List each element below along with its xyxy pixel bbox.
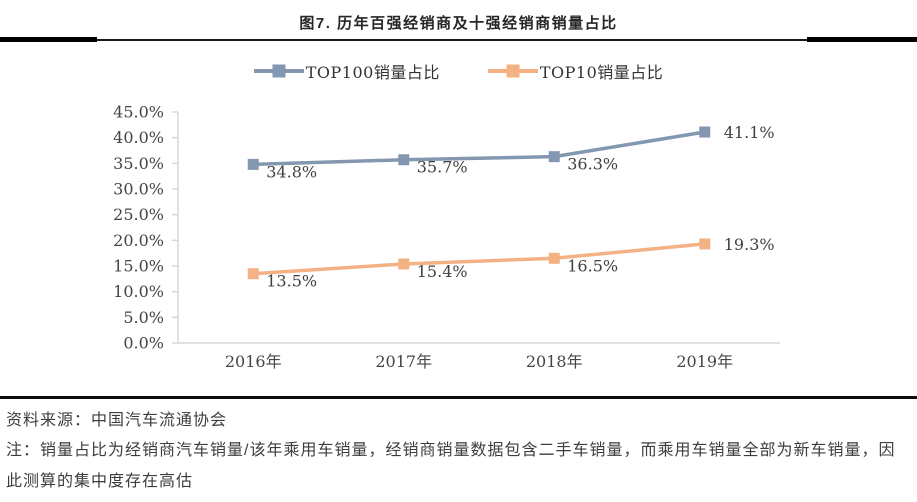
- data-point-marker: [398, 154, 410, 166]
- footer-divider: [0, 396, 917, 399]
- top10-line-marker-icon: [487, 64, 538, 78]
- header-divider: [0, 39, 917, 41]
- y-tick-label: 5.0%: [123, 308, 164, 327]
- data-point-marker: [247, 268, 259, 280]
- data-label: 15.4%: [417, 262, 468, 281]
- data-point-marker: [398, 258, 410, 270]
- data-label: 35.7%: [417, 158, 468, 177]
- y-tick-label: 35.0%: [113, 154, 164, 173]
- y-tick-label: 0.0%: [123, 334, 164, 353]
- legend-item-top100: TOP100销量占比: [253, 59, 440, 83]
- y-tick-label: 20.0%: [113, 231, 164, 250]
- legend-item-top10: TOP10销量占比: [487, 59, 664, 83]
- header-divider-left-cap: [0, 37, 97, 42]
- data-label: 13.5%: [266, 272, 317, 291]
- data-label: 41.1%: [724, 123, 775, 142]
- data-point-marker: [699, 238, 711, 250]
- y-tick-label: 40.0%: [113, 128, 164, 147]
- data-point-marker: [247, 158, 259, 170]
- data-label: 19.3%: [724, 235, 775, 254]
- y-tick-label: 25.0%: [113, 205, 164, 224]
- series-line-0: [251, 130, 707, 167]
- x-tick-label: 2017年: [375, 352, 432, 371]
- plot-area: 0.0% 5.0% 10.0% 15.0% 20.0% 25.0% 30.0% 35.0% 40…: [113, 103, 780, 371]
- x-tick-label: 2018年: [526, 352, 583, 371]
- top10-square-icon: [506, 64, 520, 78]
- legend-label-top100: TOP100销量占比: [305, 63, 440, 82]
- y-tick-label: 15.0%: [113, 257, 164, 276]
- legend-label-top10: TOP10销量占比: [539, 63, 664, 82]
- top100-square-icon: [272, 64, 286, 78]
- x-tick-label: 2019年: [676, 352, 733, 371]
- y-tick-label: 45.0%: [113, 103, 164, 122]
- data-label: 34.8%: [266, 162, 317, 181]
- top100-line-marker-icon: [253, 64, 304, 78]
- data-point-marker: [699, 126, 711, 138]
- header-divider-right-cap: [807, 37, 917, 42]
- data-point-marker: [548, 151, 560, 163]
- x-tick-label: 2016年: [225, 352, 282, 371]
- y-tick-label: 10.0%: [113, 282, 164, 301]
- y-tick-label: 30.0%: [113, 180, 164, 199]
- data-label: 16.5%: [567, 256, 618, 275]
- source-text: 资料来源：中国汽车流通协会: [6, 412, 228, 429]
- figure-title: 图7. 历年百强经销商及十强经销商销量占比: [299, 15, 618, 32]
- series-line-1: [251, 242, 707, 276]
- chart-legend: TOP100销量占比 TOP10销量占比: [0, 58, 917, 84]
- note-text: 注：销量占比为经销商汽车销量/该年乘用车销量，经销商销量数据包含二手车销量，而乘…: [6, 442, 896, 490]
- data-label: 36.3%: [567, 155, 618, 174]
- data-point-marker: [548, 252, 560, 264]
